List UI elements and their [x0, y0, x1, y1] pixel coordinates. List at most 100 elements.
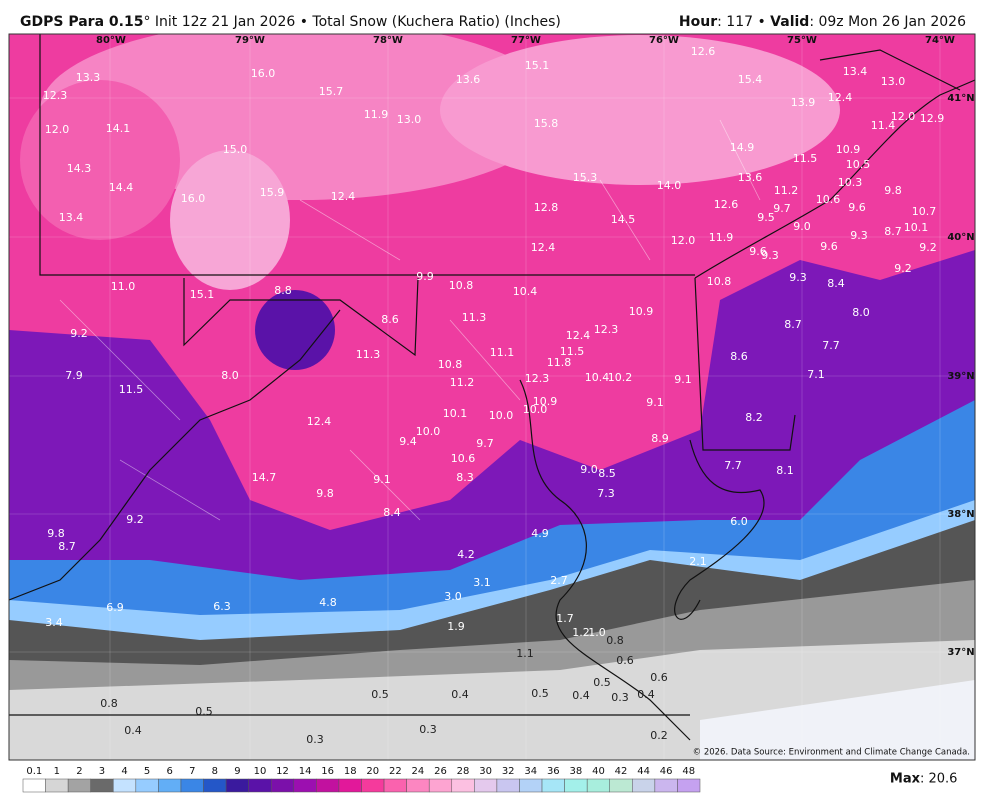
- snow-label: 12.6: [691, 45, 716, 58]
- snow-label: 4.8: [319, 596, 337, 609]
- snow-label: 11.0: [111, 280, 136, 293]
- legend-tick-label: 34: [524, 766, 537, 777]
- snow-label: 11.5: [560, 345, 585, 358]
- snow-label: 11.8: [547, 356, 572, 369]
- snow-label: 8.4: [383, 506, 401, 519]
- snow-label: 13.6: [738, 171, 763, 184]
- snow-label: 12.4: [828, 91, 853, 104]
- snow-label: 3.0: [444, 590, 462, 603]
- snow-field: [255, 290, 335, 370]
- snow-label: 0.8: [606, 634, 624, 647]
- snow-label: 14.4: [109, 181, 134, 194]
- snow-label: 7.9: [65, 369, 83, 382]
- snow-label: 6.3: [213, 600, 231, 613]
- snow-label: 8.6: [381, 313, 399, 326]
- snow-label: 13.4: [59, 211, 84, 224]
- snow-label: 14.1: [106, 122, 131, 135]
- legend-tick-label: 0.1: [26, 766, 42, 777]
- legend-swatch: [158, 778, 182, 793]
- snow-label: 6.0: [730, 515, 748, 528]
- legend-tick-label: 32: [502, 766, 515, 777]
- snow-label: 1.2: [572, 626, 590, 639]
- snow-label: 0.5: [531, 687, 549, 700]
- snow-label: 9.0: [793, 220, 811, 233]
- snow-label: 12.0: [45, 123, 70, 136]
- snow-label: 1.9: [447, 620, 465, 633]
- snow-label: 9.0: [580, 463, 598, 476]
- snow-label: 14.0: [657, 179, 682, 192]
- legend-tick-label: 5: [144, 766, 150, 777]
- snow-label: 8.3: [456, 471, 474, 484]
- snow-label: 0.5: [593, 676, 611, 689]
- legend-swatch: [654, 778, 678, 793]
- snow-label: 11.3: [356, 348, 381, 361]
- snow-label: 0.6: [650, 671, 668, 684]
- snow-label: 3.1: [473, 576, 491, 589]
- snow-label: 10.8: [707, 275, 732, 288]
- snow-label: 8.0: [852, 306, 870, 319]
- lat-label: 38°N: [947, 509, 974, 520]
- snow-label: 10.9: [533, 395, 558, 408]
- snow-label: 13.4: [843, 65, 868, 78]
- snow-label: 12.6: [714, 198, 739, 211]
- snow-label: 10.2: [608, 371, 633, 384]
- snow-label: 2.1: [689, 555, 707, 568]
- legend-tick-label: 24: [412, 766, 425, 777]
- legend-swatch: [519, 778, 543, 793]
- snow-label: 16.0: [251, 67, 276, 80]
- legend-tick-label: 36: [547, 766, 560, 777]
- legend-swatch: [383, 778, 407, 793]
- snow-label: 1.0: [588, 626, 606, 639]
- legend-tick-label: 14: [299, 766, 312, 777]
- snow-label: 8.2: [745, 411, 763, 424]
- snow-label: 7.1: [807, 368, 825, 381]
- snow-label: 9.1: [373, 473, 391, 486]
- snow-field: [440, 35, 840, 185]
- snow-label: 8.9: [651, 432, 669, 445]
- lon-label: 74°W: [925, 35, 955, 46]
- model: GDPS Para 0.15: [20, 14, 143, 30]
- snow-label: 8.7: [884, 225, 902, 238]
- snow-label: 10.0: [523, 403, 548, 416]
- legend-tick-label: 46: [660, 766, 673, 777]
- snow-label: 15.8: [534, 117, 559, 130]
- legend-tick-label: 7: [189, 766, 195, 777]
- borders: [9, 34, 975, 741]
- snow-label: 11.1: [490, 346, 515, 359]
- snow-label: 0.5: [195, 705, 213, 718]
- snow-label: 11.9: [364, 108, 389, 121]
- snow-label: 2.7: [550, 574, 568, 587]
- snow-label: 9.2: [919, 241, 937, 254]
- lat-label: 41°N: [947, 93, 974, 104]
- snow-label: 14.9: [730, 141, 755, 154]
- legend-tick-label: 28: [457, 766, 470, 777]
- legend-tick-label: 44: [637, 766, 650, 777]
- lon-label: 79°W: [235, 35, 265, 46]
- hour-value: : 117 •: [717, 14, 770, 30]
- lon-label: 77°W: [511, 35, 541, 46]
- legend-tick-label: 1: [54, 766, 60, 777]
- snow-label: 13.9: [791, 96, 816, 109]
- snow-label: 16.0: [181, 192, 206, 205]
- snow-label: 8.5: [598, 467, 616, 480]
- lon-label: 75°W: [787, 35, 817, 46]
- snow-label: 0.4: [637, 688, 655, 701]
- snow-label: 12.3: [43, 89, 68, 102]
- snow-label: 10.5: [846, 158, 871, 171]
- snow-label: 10.4: [513, 285, 538, 298]
- valid-label: Valid: [770, 14, 809, 30]
- legend-tick-label: 22: [389, 766, 402, 777]
- snow-label: 12.0: [891, 110, 916, 123]
- legend-swatch: [225, 778, 249, 793]
- legend-tick-label: 16: [321, 766, 334, 777]
- snow-label: 8.7: [58, 540, 76, 553]
- legend-swatch: [496, 778, 520, 793]
- snow-label: 9.1: [674, 373, 692, 386]
- legend-swatch: [338, 778, 362, 793]
- snow-field: [700, 680, 975, 760]
- snow-label: 9.1: [646, 396, 664, 409]
- snow-label: 15.7: [319, 85, 344, 98]
- legend-swatch: [406, 778, 430, 793]
- snow-label: 9.6: [749, 245, 767, 258]
- legend-swatch: [316, 778, 340, 793]
